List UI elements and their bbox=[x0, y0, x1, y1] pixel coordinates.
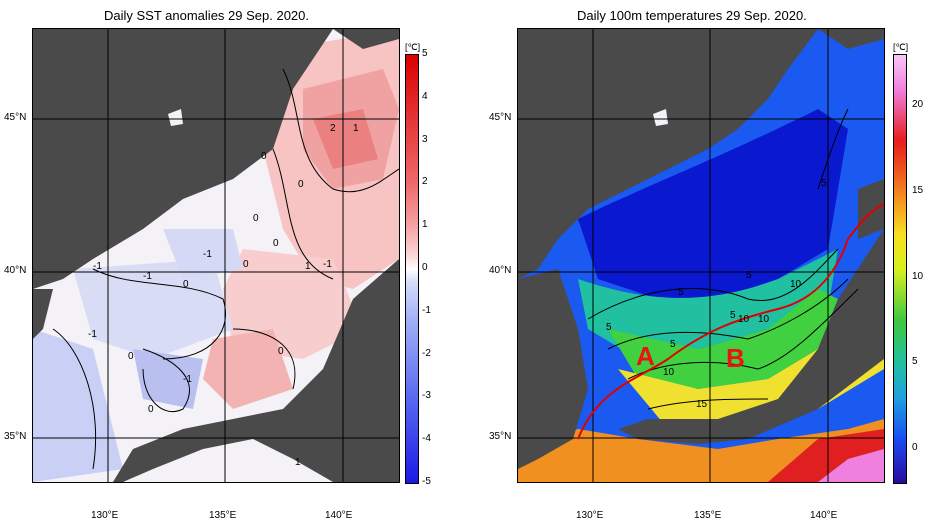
colorbar-tick-label: -2 bbox=[422, 347, 431, 359]
contour-label: 0 bbox=[278, 346, 284, 357]
contour-label: 1 bbox=[353, 123, 359, 134]
contour-label: 1 bbox=[305, 261, 311, 272]
colorbar-tick-label: 5 bbox=[912, 356, 918, 368]
contour-label: 0 bbox=[128, 351, 134, 362]
lon-label: 135°E bbox=[694, 510, 722, 521]
contour-label: -1 bbox=[203, 249, 212, 260]
colorbar-tick-label: 5 bbox=[422, 48, 428, 59]
colorbar-tick-label: -5 bbox=[422, 476, 431, 487]
contour-label: 0 bbox=[148, 404, 154, 415]
colorbar-tick-label: -4 bbox=[422, 433, 431, 445]
lat-label: 35°N bbox=[4, 431, 27, 442]
colorbar-tick-label: 4 bbox=[422, 90, 428, 102]
contour-label: -1 bbox=[183, 374, 192, 385]
contour-label: -1 bbox=[88, 329, 97, 340]
left-colorbar bbox=[405, 54, 419, 484]
contour-label: 5 bbox=[746, 270, 752, 281]
colorbar-tick-label: 10 bbox=[912, 270, 924, 282]
region-label-a: A bbox=[636, 341, 655, 371]
colorbar-tick-label: -1 bbox=[422, 304, 431, 316]
contour-label: 15 bbox=[696, 399, 708, 410]
colorbar-tick-label: 3 bbox=[422, 133, 428, 145]
lon-label: 130°E bbox=[91, 510, 119, 521]
contour-label: -1 bbox=[93, 261, 102, 272]
contour-label: 0 bbox=[298, 179, 304, 190]
lat-label: 45°N bbox=[4, 112, 27, 123]
colorbar-tick-label: 0 bbox=[422, 262, 428, 273]
lat-label: 40°N bbox=[4, 265, 27, 276]
contour-label: 0 bbox=[261, 151, 267, 162]
colorbar-tick-label: 2 bbox=[422, 176, 428, 188]
lat-label: 45°N bbox=[489, 112, 512, 123]
contour-label: 1 bbox=[295, 457, 301, 468]
contour-label: 0 bbox=[253, 213, 259, 224]
contour-label: 2 bbox=[330, 123, 336, 134]
lon-label: 135°E bbox=[209, 510, 237, 521]
colorbar-tick-label: 15 bbox=[912, 184, 924, 196]
colorbar-tick-label: 20 bbox=[912, 99, 924, 111]
contour-label: 0 bbox=[243, 259, 249, 270]
region-label-b: B bbox=[726, 343, 745, 373]
right-panel-title: Daily 100m temperatures 29 Sep. 2020. bbox=[577, 8, 807, 23]
sst-anomaly-map: 2 1 0 0 0 0 1 0 -1 -1 -1 -1 0 0 0 -1 0 -… bbox=[32, 28, 400, 483]
contour-label: 10 bbox=[738, 314, 750, 325]
lon-label: 140°E bbox=[325, 510, 353, 521]
right-colorbar bbox=[893, 54, 907, 484]
colorbar-tick-label: -3 bbox=[422, 390, 431, 402]
lat-label: 40°N bbox=[489, 265, 512, 276]
contour-label: -1 bbox=[323, 259, 332, 270]
contour-label: 5 bbox=[730, 310, 736, 321]
contour-label: 0 bbox=[273, 238, 279, 249]
contour-label: 10 bbox=[663, 367, 675, 378]
contour-label: 5 bbox=[670, 339, 676, 350]
contour-label: 10 bbox=[758, 314, 770, 325]
left-colorbar-unit: [℃] bbox=[405, 42, 421, 52]
contour-label: 0 bbox=[183, 279, 189, 290]
colorbar-tick-label: 0 bbox=[912, 441, 918, 453]
lon-label: 140°E bbox=[810, 510, 838, 521]
contour-label: -1 bbox=[143, 271, 152, 282]
lon-label: 130°E bbox=[576, 510, 604, 521]
contour-label: 10 bbox=[790, 279, 802, 290]
left-panel-title: Daily SST anomalies 29 Sep. 2020. bbox=[104, 8, 309, 23]
lat-label: 35°N bbox=[489, 431, 512, 442]
contour-label: 5 bbox=[606, 322, 612, 333]
contour-label: 5 bbox=[678, 287, 684, 298]
contour-label: 5 bbox=[821, 178, 827, 189]
colorbar-tick-label: 1 bbox=[422, 219, 428, 231]
temperature-100m-map: 5 5 5 5 5 10 10 10 10 15 5 A B bbox=[517, 28, 885, 483]
right-colorbar-unit: [℃] bbox=[893, 42, 909, 52]
